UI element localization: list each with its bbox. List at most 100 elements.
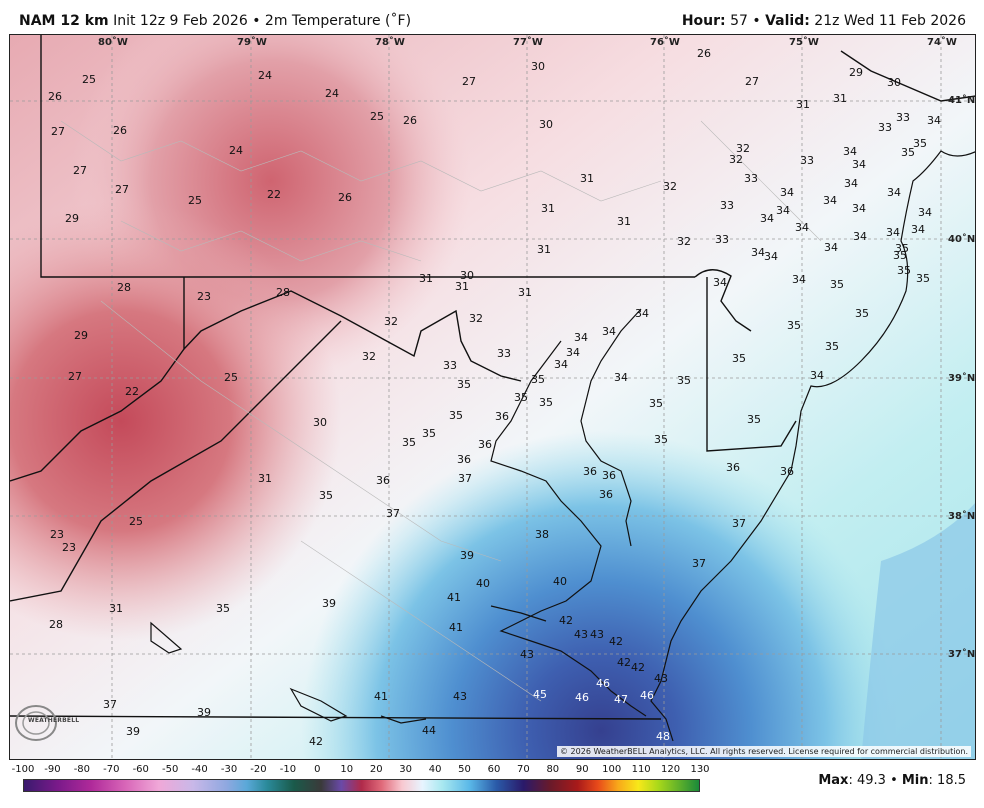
temperature-value: 31 [419, 272, 433, 285]
temperature-value: 23 [50, 528, 64, 541]
temperature-value: 36 [602, 469, 616, 482]
field-name: 2m Temperature (˚F) [264, 13, 412, 29]
temperature-value: 34 [780, 186, 794, 199]
init-time: Init 12z 9 Feb 2026 [113, 13, 248, 29]
temperature-value: 34 [911, 223, 925, 236]
scale-tick-label: -40 [191, 764, 208, 775]
temperature-value: 32 [677, 235, 691, 248]
max-min-stats: Max: 49.3 • Min: 18.5 [818, 773, 966, 788]
temperature-value: 35 [457, 378, 471, 391]
temperature-value: 28 [276, 286, 290, 299]
temperature-value: 26 [697, 47, 711, 60]
temperature-value: 27 [51, 125, 65, 138]
temperature-value: 25 [224, 371, 238, 384]
temperature-value: 35 [216, 602, 230, 615]
temperature-value: 34 [824, 241, 838, 254]
temperature-value: 25 [129, 515, 143, 528]
temperature-value: 36 [780, 465, 794, 478]
scale-tick-label: 70 [517, 764, 530, 775]
temperature-value: 44 [422, 724, 436, 737]
temperature-value: 30 [460, 269, 474, 282]
temperature-value: 39 [460, 549, 474, 562]
temperature-value: 35 [531, 373, 545, 386]
scale-tick-label: 130 [690, 764, 710, 775]
scale-tick-label: -50 [162, 764, 179, 775]
scale-tick-label: -60 [132, 764, 149, 775]
temperature-value: 35 [855, 307, 869, 320]
hour-value: 57 [730, 13, 748, 29]
temperature-value: 41 [449, 621, 463, 634]
scale-tick-label: -100 [11, 764, 35, 775]
temperature-value: 34 [852, 202, 866, 215]
temperature-value: 35 [913, 137, 927, 150]
temperature-value: 45 [533, 688, 547, 701]
temperature-value: 33 [497, 347, 511, 360]
temperature-value: 32 [729, 153, 743, 166]
temperature-value: 35 [897, 264, 911, 277]
lat-label: 40˚N [948, 233, 975, 245]
temperature-value: 28 [49, 618, 63, 631]
county-lines [60, 120, 822, 702]
header-right: Hour: 57 • Valid: 21z Wed 11 Feb 2026 [682, 13, 966, 29]
temperature-value: 42 [609, 635, 623, 648]
graticule [10, 35, 975, 759]
temperature-value: 24 [229, 144, 243, 157]
temperature-value: 48 [656, 730, 670, 743]
temperature-value: 40 [553, 575, 567, 588]
temperature-value: 34 [566, 346, 580, 359]
temperature-value: 34 [554, 358, 568, 371]
scale-tick-label: 100 [602, 764, 622, 775]
temperature-value: 35 [895, 242, 909, 255]
temperature-map[interactable]: 80˚W 79˚W 78˚W 77˚W 76˚W 75˚W 74˚W 41˚N … [9, 34, 976, 760]
temperature-value: 34 [886, 226, 900, 239]
copyright-notice: © 2026 WeatherBELL Analytics, LLC. All r… [557, 746, 971, 757]
map-canvas: 80˚W 79˚W 78˚W 77˚W 76˚W 75˚W 74˚W 41˚N … [10, 35, 975, 759]
temperature-value: 34 [776, 204, 790, 217]
max-label: Max [818, 773, 849, 788]
temperature-value: 33 [896, 111, 910, 124]
scale-tick-label: -70 [103, 764, 120, 775]
temperature-value: 36 [599, 488, 613, 501]
temperature-value: 37 [103, 698, 117, 711]
lon-label: 74˚W [927, 36, 957, 48]
lon-label: 78˚W [375, 36, 405, 48]
scale-bar [23, 779, 700, 792]
scale-tick-label: 10 [340, 764, 354, 775]
temperature-value: 31 [109, 602, 123, 615]
temperature-value: 26 [403, 114, 417, 127]
temperature-value: 31 [796, 98, 810, 111]
temperature-value: 39 [197, 706, 211, 719]
temperature-value: 25 [188, 194, 202, 207]
temperature-value: 26 [338, 191, 352, 204]
temperature-value: 24 [325, 87, 339, 100]
scale-tick-label: -80 [73, 764, 91, 775]
temperature-value: 35 [649, 397, 663, 410]
temperature-value: 28 [117, 281, 131, 294]
temperature-value: 26 [48, 90, 62, 103]
model-name: NAM 12 km [19, 13, 109, 29]
temperature-value: 34 [823, 194, 837, 207]
temperature-value: 34 [843, 145, 857, 158]
min-value: 18.5 [937, 773, 966, 788]
temperature-value: 34 [927, 114, 941, 127]
temperature-value: 46 [575, 691, 589, 704]
temperature-value: 35 [319, 489, 333, 502]
temperature-value: 34 [844, 177, 858, 190]
valid-value: 21z Wed 11 Feb 2026 [814, 13, 966, 29]
temperature-value: 31 [541, 202, 555, 215]
temperature-value: 34 [760, 212, 774, 225]
temperature-value: 33 [443, 359, 457, 372]
header-left: NAM 12 km Init 12z 9 Feb 2026 • 2m Tempe… [19, 13, 411, 29]
temperature-value: 35 [916, 272, 930, 285]
temperature-value: 35 [539, 396, 553, 409]
temperature-value: 35 [830, 278, 844, 291]
scale-tick-label: 30 [399, 764, 413, 775]
temperature-value: 34 [602, 325, 616, 338]
scale-tick-label: 110 [631, 764, 651, 775]
temperature-value: 36 [726, 461, 740, 474]
temperature-value: 46 [596, 677, 610, 690]
lat-label: 39˚N [948, 372, 975, 384]
temperature-value: 46 [640, 689, 654, 702]
temperature-value: 32 [384, 315, 398, 328]
